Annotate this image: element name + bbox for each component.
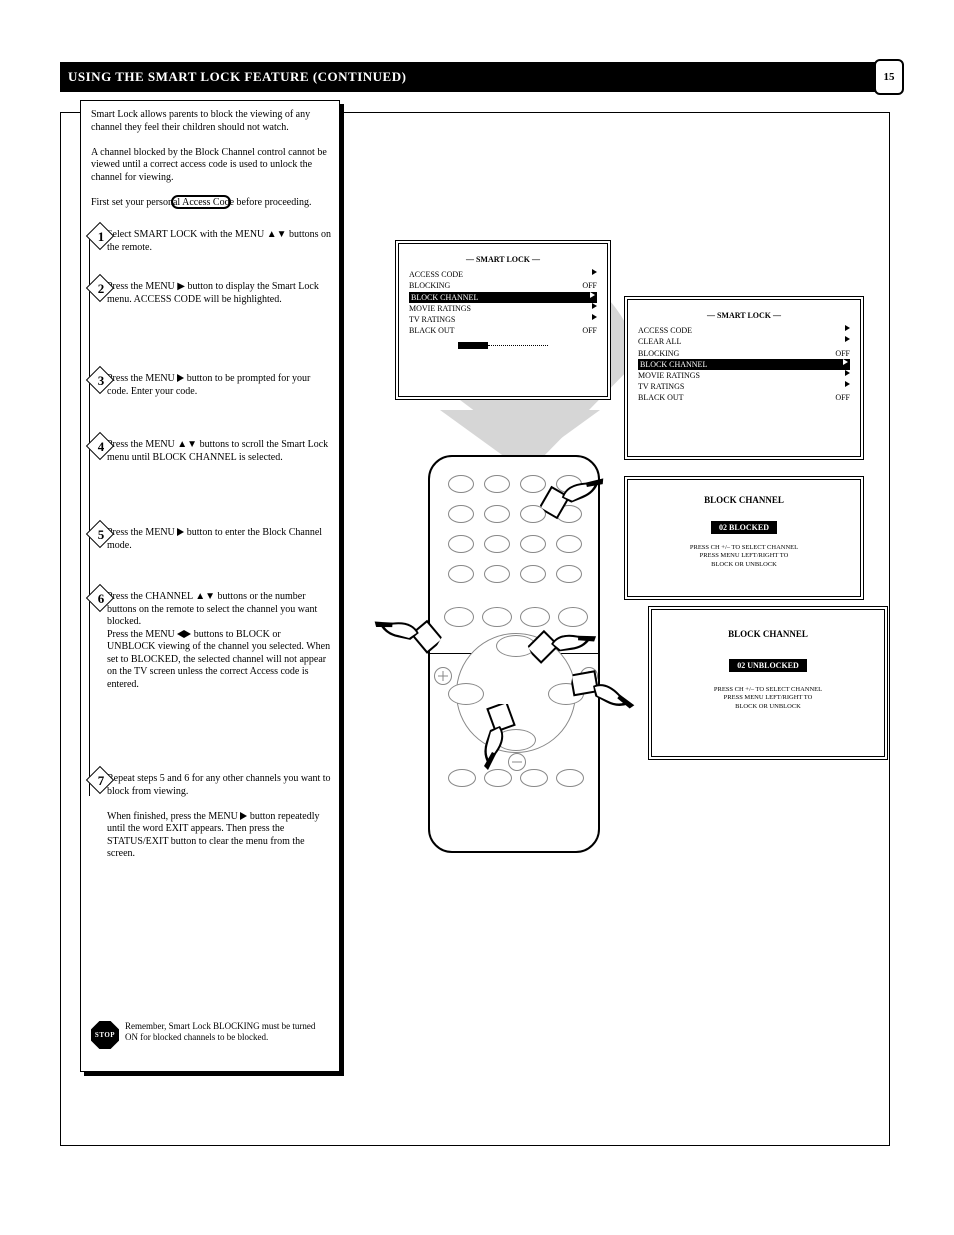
osd2-row-0: ACCESS CODE — [638, 325, 850, 336]
step-2-diamond: 2 — [87, 275, 115, 303]
osd3-title: BLOCK CHANNEL — [638, 494, 850, 507]
step-1-text: Select SMART LOCK with the MENU ▲▼ butto… — [107, 229, 331, 253]
osd-blockchannel-unblocked: BLOCK CHANNEL 02 UNBLOCKED PRESS CH +/– … — [648, 606, 888, 760]
step-6b-text: Press the MENU buttons to BLOCK or UNBLO… — [107, 629, 330, 690]
remote-btn-1[interactable] — [448, 475, 474, 493]
slot-icon — [171, 195, 231, 209]
stop-note-text: Remember, Smart Lock BLOCKING must be tu… — [125, 1021, 329, 1044]
stop-icon: STOP — [91, 1021, 119, 1049]
remote-btn-bot-2[interactable] — [484, 769, 512, 787]
intro-paragraph: Smart Lock allows parents to block the v… — [91, 109, 331, 209]
remote-menu-down[interactable] — [496, 729, 536, 751]
remote-btn-4[interactable] — [448, 505, 474, 523]
osd2-row-1: CLEAR ALL — [638, 336, 850, 347]
remote-btn-b[interactable] — [556, 535, 582, 553]
osd1-slider — [409, 342, 597, 349]
instruction-panel: Smart Lock allows parents to block the v… — [80, 100, 340, 1072]
osd-blockchannel-blocked: BLOCK CHANNEL 02 BLOCKED PRESS CH +/– TO… — [624, 476, 864, 600]
step-3-text: Press the MENU button to be prompted for… — [107, 373, 310, 397]
step-5-diamond: 5 — [87, 521, 115, 549]
osd3-line: 02 BLOCKED — [638, 521, 850, 534]
remote-btn-2[interactable] — [484, 475, 510, 493]
remote-btn-6[interactable] — [520, 505, 546, 523]
remote-control — [428, 455, 600, 853]
step-4: 4 Press the MENU ▲▼ buttons to scroll th… — [107, 439, 331, 464]
step-6: 6 Press the CHANNEL ▲▼ buttons or the nu… — [107, 591, 331, 691]
osd1-row-5: BLACK OUTOFF — [409, 325, 597, 336]
osd-smartlock-2: — SMART LOCK — ACCESS CODE CLEAR ALL BLO… — [624, 296, 864, 460]
osd2-row-6: BLACK OUTOFF — [638, 392, 850, 403]
remote-btn-bot-4[interactable] — [556, 769, 584, 787]
remote-menu-right[interactable] — [548, 683, 584, 705]
section-title: USING THE SMART LOCK FEATURE (CONTINUED) — [68, 69, 406, 85]
remote-ch-plus[interactable] — [580, 667, 598, 685]
intro-text2: A channel blocked by the Block Channel c… — [91, 147, 327, 183]
remote-btn-c[interactable] — [556, 565, 582, 583]
step-7-text: Repeat steps 5 and 6 for any other chann… — [107, 773, 331, 859]
remote-btn-9[interactable] — [520, 535, 546, 553]
osd4-title: BLOCK CHANNEL — [662, 628, 874, 641]
step-3-diamond: 3 — [87, 367, 115, 395]
remote-vol-plus[interactable] — [434, 667, 452, 685]
step-2-text: Press the MENU ▶ button to display the S… — [107, 281, 319, 305]
remote-btn-power[interactable] — [556, 475, 582, 493]
remote-btn-bot-1[interactable] — [448, 769, 476, 787]
remote-btn-3[interactable] — [520, 475, 546, 493]
osd1-row-2: BLOCK CHANNEL — [409, 292, 597, 303]
remote-menu-left[interactable] — [448, 683, 484, 705]
remote-btn-row-3[interactable] — [520, 607, 550, 627]
step-2: 2 Press the MENU ▶ button to display the… — [107, 281, 331, 306]
osd4-hints: PRESS CH +/– TO SELECT CHANNEL PRESS MEN… — [662, 686, 874, 711]
remote-menu-up[interactable] — [496, 635, 536, 657]
step-6-text: Press the CHANNEL ▲▼ buttons or the numb… — [107, 591, 317, 627]
step-7-diamond: 7 — [87, 767, 115, 795]
osd2-row-5: TV RATINGS — [638, 381, 850, 392]
osd2-row-3: BLOCK CHANNEL — [638, 359, 850, 370]
step-1: 1 Select SMART LOCK with the MENU ▲▼ but… — [107, 229, 331, 254]
stop-note: STOP Remember, Smart Lock BLOCKING must … — [91, 1021, 329, 1049]
remote-btn-row-4[interactable] — [558, 607, 588, 627]
osd1-row-3: MOVIE RATINGS — [409, 303, 597, 314]
step-4-diamond: 4 — [87, 433, 115, 461]
remote-btn-5[interactable] — [484, 505, 510, 523]
osd2-row-2: BLOCKINGOFF — [638, 348, 850, 359]
remote-btn-x2[interactable] — [520, 565, 546, 583]
step-4-text: Press the MENU ▲▼ buttons to scroll the … — [107, 439, 328, 463]
remote-btn-row-2[interactable] — [482, 607, 512, 627]
step-6-diamond: 6 — [87, 585, 115, 613]
remote-minus[interactable] — [508, 753, 526, 771]
osd1-row-4: TV RATINGS — [409, 314, 597, 325]
remote-btn-x1[interactable] — [448, 565, 474, 583]
step-1-diamond: 1 — [87, 223, 115, 251]
remote-btn-bot-3[interactable] — [520, 769, 548, 787]
osd3-hints: PRESS CH +/– TO SELECT CHANNEL PRESS MEN… — [638, 544, 850, 569]
step-5: 5 Press the MENU button to enter the Blo… — [107, 527, 331, 552]
remote-btn-row-1[interactable] — [444, 607, 474, 627]
section-title-bar: USING THE SMART LOCK FEATURE (CONTINUED) — [60, 62, 890, 92]
intro-text1: Smart Lock allows parents to block the v… — [91, 109, 310, 133]
osd1-title: — SMART LOCK — — [409, 254, 597, 265]
step-3: 3 Press the MENU button to be prompted f… — [107, 373, 331, 398]
osd2-title: — SMART LOCK — — [638, 310, 850, 321]
osd2-row-4: MOVIE RATINGS — [638, 370, 850, 381]
step-7: 7 Repeat steps 5 and 6 for any other cha… — [107, 773, 331, 861]
step-5-text: Press the MENU button to enter the Block… — [107, 527, 322, 551]
step-connector-line — [89, 236, 90, 796]
osd4-line: 02 UNBLOCKED — [662, 659, 874, 672]
page-number: 15 — [884, 71, 895, 83]
osd1-row-0: ACCESS CODE — [409, 269, 597, 280]
osd1-row-1: BLOCKINGOFF — [409, 280, 597, 291]
remote-btn-a[interactable] — [556, 505, 582, 523]
remote-btn-0[interactable] — [484, 565, 510, 583]
page-number-tab: 15 — [874, 59, 904, 95]
remote-btn-7[interactable] — [448, 535, 474, 553]
osd-smartlock-1: — SMART LOCK — ACCESS CODE BLOCKINGOFF B… — [395, 240, 611, 400]
remote-btn-8[interactable] — [484, 535, 510, 553]
